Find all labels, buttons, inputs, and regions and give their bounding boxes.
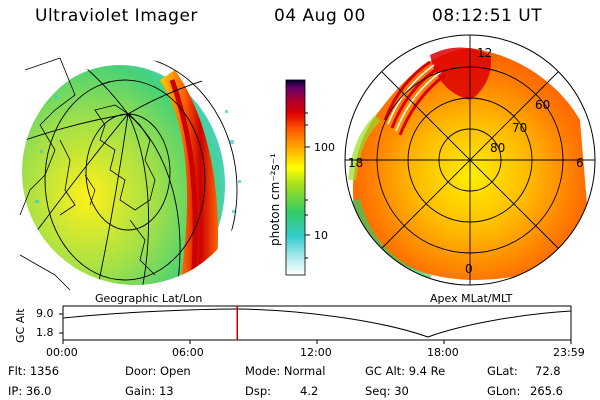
left-image bbox=[19, 57, 248, 291]
altitude-plot-frame bbox=[62, 305, 572, 341]
info-ip: IP: 36.0 bbox=[8, 384, 52, 398]
altitude-x-tick-1200: 12:00 bbox=[300, 346, 332, 359]
info-glat-label: GLat: bbox=[487, 364, 518, 378]
mlat-label-70: 70 bbox=[512, 121, 528, 135]
info-door: Door: Open bbox=[125, 364, 191, 378]
altitude-x-tick-0600: 06:00 bbox=[172, 346, 204, 359]
instrument-title: Ultraviolet Imager bbox=[35, 6, 198, 26]
mlat-grid bbox=[376, 66, 564, 254]
altitude-y-tick-low: 1.8 bbox=[36, 326, 54, 339]
colorbar-unit-label: photon cm⁻²s⁻¹ bbox=[268, 153, 282, 246]
colorbar-gradient bbox=[285, 79, 306, 276]
info-seq: Seq: 30 bbox=[365, 384, 409, 398]
observation-time: 08:12:51 UT bbox=[432, 6, 543, 26]
altitude-plot bbox=[59, 305, 572, 344]
info-dsp-value: 4.2 bbox=[300, 384, 319, 398]
auroral-emission-right bbox=[352, 48, 590, 280]
mlt-label-0: 0 bbox=[465, 262, 473, 276]
mlt-label-12: 12 bbox=[477, 46, 493, 60]
altitude-y-tick-high: 9.0 bbox=[36, 307, 54, 320]
info-glat-value: 72.8 bbox=[535, 364, 561, 378]
geographic-grid bbox=[22, 59, 241, 285]
mlt-label-18: 18 bbox=[348, 156, 364, 170]
info-flt: Flt: 1356 bbox=[8, 364, 60, 378]
colorbar-tick-10: 10 bbox=[314, 229, 328, 242]
right-image bbox=[344, 34, 596, 286]
info-mode: Mode: Normal bbox=[245, 364, 326, 378]
left-panel-caption: Geographic Lat/Lon bbox=[95, 292, 203, 305]
info-dsp-label: Dsp: bbox=[245, 384, 272, 398]
mlat-label-80: 80 bbox=[490, 141, 506, 155]
colorbar-tick-100: 100 bbox=[314, 141, 335, 154]
info-glon-value: 265.6 bbox=[530, 384, 563, 398]
mlat-label-60: 60 bbox=[535, 98, 551, 112]
right-panel-caption: Apex MLat/MLT bbox=[430, 292, 513, 305]
altitude-x-tick-1800: 18:00 bbox=[427, 346, 459, 359]
altitude-curve bbox=[62, 308, 572, 338]
altitude-x-tick-0000: 00:00 bbox=[46, 346, 78, 359]
colorbar bbox=[285, 79, 310, 276]
info-gain: Gain: 13 bbox=[125, 384, 174, 398]
info-gc-alt: GC Alt: 9.4 Re bbox=[365, 364, 446, 378]
altitude-y-label: GC Alt bbox=[14, 308, 27, 343]
observation-date: 04 Aug 00 bbox=[274, 6, 366, 26]
info-glon-label: GLon: bbox=[487, 384, 521, 398]
mlt-label-6: 6 bbox=[576, 156, 584, 170]
mlt-grid bbox=[345, 35, 595, 285]
auroral-oval-left bbox=[160, 70, 219, 285]
altitude-x-tick-2359: 23:59 bbox=[553, 346, 585, 359]
